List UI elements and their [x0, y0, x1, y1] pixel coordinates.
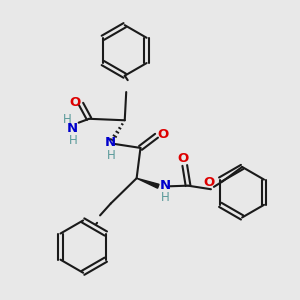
- Text: H: H: [63, 112, 72, 126]
- Polygon shape: [136, 178, 159, 188]
- Text: N: N: [159, 179, 170, 192]
- Text: H: H: [160, 191, 169, 204]
- Text: O: O: [204, 176, 215, 189]
- Text: H: H: [69, 134, 78, 147]
- Text: N: N: [105, 136, 116, 149]
- Text: O: O: [158, 128, 169, 141]
- Text: N: N: [67, 122, 78, 135]
- Text: O: O: [178, 152, 189, 165]
- Text: O: O: [69, 96, 80, 109]
- Text: H: H: [107, 149, 116, 162]
